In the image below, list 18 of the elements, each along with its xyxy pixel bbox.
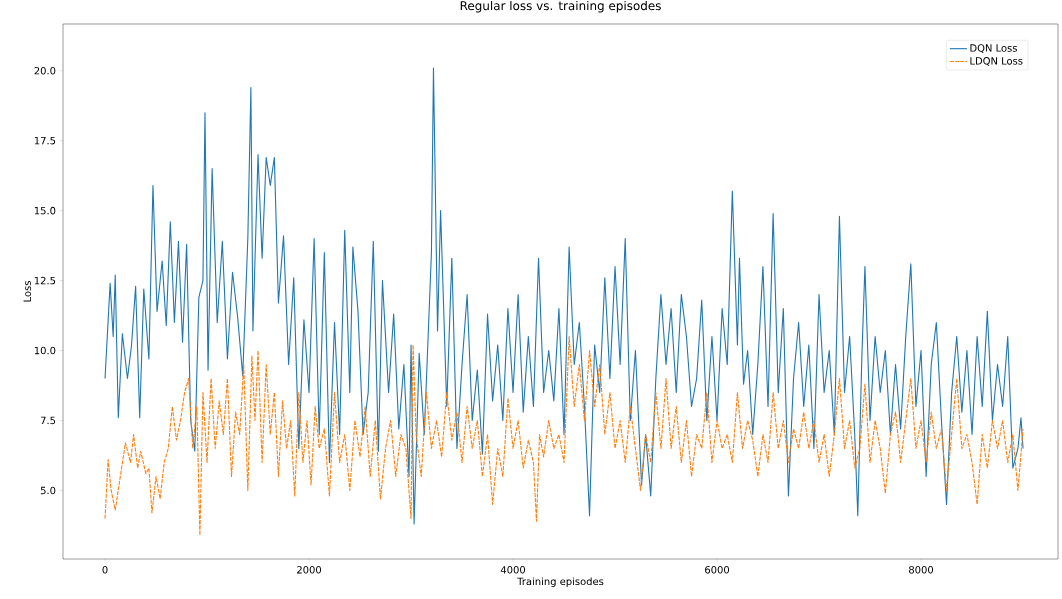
y-tick-label: 12.5 — [34, 276, 56, 285]
x-tick-label: 4000 — [500, 566, 526, 574]
y-tick-label: 17.5 — [34, 136, 56, 145]
y-tick-label: 10.0 — [34, 346, 56, 355]
chart-title: Regular loss vs. training episodes — [460, 0, 661, 13]
x-axis-title: Training episodes — [517, 577, 604, 588]
legend-label: LDQN Loss — [970, 57, 1023, 66]
x-tick-label: 0 — [102, 566, 108, 574]
x-tick-label: 2000 — [297, 566, 322, 574]
y-tick-label: 20.0 — [34, 66, 56, 75]
line-series — [104, 67, 1024, 525]
legend-label: DQN Loss — [970, 44, 1017, 53]
y-tick-label: 7.5 — [40, 416, 56, 425]
x-tick-label: 6000 — [705, 566, 730, 574]
y-tick-label: 15.0 — [34, 206, 56, 215]
y-tick-label: 5.0 — [40, 486, 56, 495]
x-tick-label: 8000 — [909, 566, 934, 574]
y-axis-title: Loss — [23, 281, 31, 302]
